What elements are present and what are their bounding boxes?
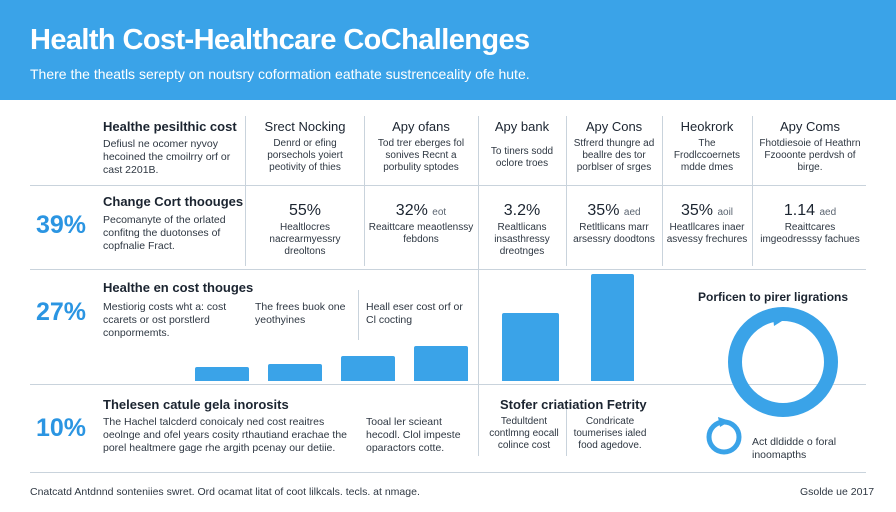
section-text: Defiusl ne ocomer nyvoy hecoined the cmo… — [103, 138, 231, 176]
column-text: Fhotdiesoie of Heathrn Fzooonte perdvsh … — [759, 138, 861, 173]
column-divider — [364, 116, 365, 266]
column-heading: Heokrork — [680, 119, 734, 134]
column-divider — [566, 400, 567, 456]
footer-note: Cnatcatd Antdnnd sonteniies swret. Ord o… — [30, 486, 420, 498]
page-subtitle: There the theatls serepty on noutsry cof… — [30, 66, 530, 82]
percent-stat: 39% — [36, 211, 87, 239]
bar-1 — [195, 367, 249, 381]
column-heading: Apy bank — [494, 119, 550, 134]
small-circle-text: Act dldidde o foral inoomapths — [752, 436, 837, 461]
section-text: Mestiorig costs wht a: cost ccarets or o… — [103, 301, 227, 339]
bar-3 — [341, 356, 395, 381]
column-text: Denrd or efing porsechols yoiert peotivi… — [267, 138, 343, 173]
column-text: Healtlocres nacrearmyessry dreoltons — [269, 222, 341, 257]
percent-stat: 27% — [36, 298, 87, 326]
row-divider — [30, 185, 866, 186]
column-text: Stfrerd thungre ad beallre des tor porbl… — [573, 138, 655, 173]
column-value: 3.2% — [503, 202, 541, 219]
bar-2 — [268, 364, 322, 381]
column-text: Retltlicans marr arsessry doodtons — [573, 222, 655, 245]
column-divider — [752, 116, 753, 266]
column-text: Tod trer eberges fol sonives Recnt a por… — [377, 138, 465, 173]
footer-date: Gsolde ue 2017 — [800, 486, 875, 498]
section-text: The Hachel talcderd conoicaly ned cost r… — [103, 416, 347, 454]
column-value: 32% eot — [395, 202, 447, 219]
section-heading: Change Cort thoouges — [103, 194, 244, 209]
section-heading: Healthe en cost thouges — [103, 280, 254, 295]
row-divider — [30, 269, 866, 270]
column-text: The Frodlccoernets mdde dmes — [673, 138, 741, 173]
percent-stat: 10% — [36, 414, 87, 442]
column-heading: Apy Cons — [585, 119, 643, 134]
page-title: Health Cost-Healthcare CoChallenges — [30, 24, 530, 56]
column-text: Reaittcares imgeodresssy fachues — [760, 222, 860, 245]
column-text: Condricate toumerises ialed food agedove… — [573, 416, 647, 451]
section-heading: Stofer criatiation Fetrity — [500, 397, 647, 412]
cycle-ring-icon — [728, 307, 838, 417]
column-divider — [478, 116, 479, 456]
column-divider — [245, 116, 246, 266]
column-value: 35% aed — [587, 202, 641, 219]
column-text: Heatllcares inaer asvessy frechures — [666, 222, 748, 245]
column-text: The frees buok one yeothyines — [255, 301, 346, 326]
bar-4 — [414, 346, 468, 381]
bar-6 — [591, 274, 634, 381]
circle-title: Porficen to pirer ligrations — [698, 290, 849, 304]
column-divider — [566, 116, 567, 266]
column-heading: Apy Coms — [780, 119, 840, 134]
bar-5 — [502, 313, 559, 381]
column-text: Reaittcare meaotlenssy febdons — [368, 222, 474, 245]
column-heading: Apy ofans — [392, 119, 450, 134]
column-divider — [662, 116, 663, 266]
header-banner: Health Cost-Healthcare CoChallenges Ther… — [0, 0, 896, 100]
column-value: 1.14 aed — [783, 202, 837, 219]
column-divider — [358, 290, 359, 340]
column-value: 55% — [288, 202, 322, 219]
section-heading: Healthe pesilthic cost — [103, 119, 237, 134]
column-text: Heall eser cost orf or Cl cocting — [366, 301, 463, 326]
column-text: Tooal ler scieant hecodl. Clol impeste o… — [366, 416, 461, 454]
small-cycle-icon — [706, 417, 742, 455]
row-divider — [30, 384, 866, 385]
section-text: Pecomanyte of the orlated confitng the d… — [103, 214, 226, 252]
row-divider — [30, 472, 866, 473]
column-heading: Srect Nocking — [264, 119, 346, 134]
column-text: Realtlicans insasthressy dreotnges — [494, 222, 550, 257]
column-text: To tiners sodd oclore troes — [490, 146, 554, 169]
column-value: 35% aoil — [680, 202, 734, 219]
column-text: Tedultdent contlmng eocall colince cost — [489, 416, 559, 451]
section-heading: Thelesen catule gela inorosits — [103, 397, 289, 412]
